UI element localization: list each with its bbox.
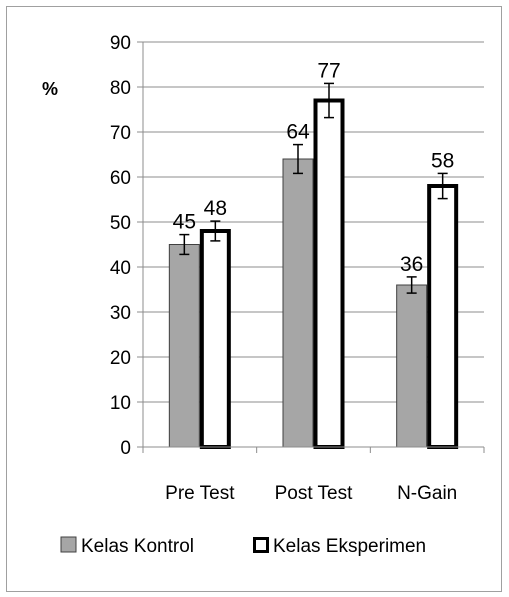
legend: Kelas Kontrol Kelas Eksperimen xyxy=(60,536,426,557)
bar-eksperimen xyxy=(313,98,345,449)
x-tick-label: Post Test xyxy=(275,483,354,504)
y-tick-label: 40 xyxy=(110,258,131,279)
y-tick-label: 30 xyxy=(110,303,131,324)
bar-kontrol xyxy=(282,158,314,448)
data-label: 48 xyxy=(204,197,227,220)
data-label: 36 xyxy=(400,253,423,276)
y-axis-label: % xyxy=(42,79,58,99)
y-tick-label: 0 xyxy=(120,438,131,459)
bars: 45 48 64 77 36 58 xyxy=(168,59,459,449)
legend-label: Kelas Kontrol xyxy=(81,536,194,557)
x-axis xyxy=(142,42,484,448)
x-tick-label: Pre Test xyxy=(165,483,235,504)
data-label: 77 xyxy=(317,59,340,82)
legend-swatch xyxy=(60,536,77,553)
bar-eksperimen xyxy=(427,184,459,449)
y-tick-label: 50 xyxy=(110,213,131,234)
bar-eksperimen xyxy=(199,229,231,449)
y-tick-label: 20 xyxy=(110,348,131,369)
bar-kontrol xyxy=(396,284,428,448)
data-label: 45 xyxy=(173,211,196,234)
y-tick-label: 10 xyxy=(110,393,131,414)
data-label: 58 xyxy=(431,149,454,172)
y-axis-ticks: 0 10 20 30 40 50 60 70 80 90 xyxy=(110,33,143,459)
y-tick-label: 70 xyxy=(110,123,131,144)
x-axis-ticks: Pre Test Post Test N-Gain xyxy=(142,447,485,504)
bar-kontrol xyxy=(168,244,200,448)
legend-swatch xyxy=(253,537,269,553)
y-tick-label: 80 xyxy=(110,78,131,99)
x-tick-label: N-Gain xyxy=(397,483,457,504)
y-tick-label: 60 xyxy=(110,168,131,189)
legend-label: Kelas Eksperimen xyxy=(273,536,426,557)
data-label: 64 xyxy=(286,121,310,144)
y-tick-label: 90 xyxy=(110,33,131,54)
